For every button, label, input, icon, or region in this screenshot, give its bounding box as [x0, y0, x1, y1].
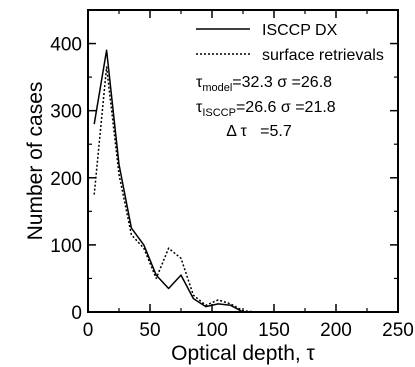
- stat-model: τmodel=32.3 σ =26.8: [196, 74, 332, 94]
- y-tick-label: 100: [50, 236, 82, 257]
- y-tick-label: 200: [50, 169, 82, 190]
- stat-model-values: =32.3 σ =26.8: [232, 74, 332, 91]
- y-tick-label: 0: [71, 303, 82, 324]
- legend: ISCCP DX surface retrievals: [196, 22, 384, 64]
- x-tick-label: 250: [382, 320, 414, 341]
- y-axis-label: Number of cases: [24, 82, 47, 241]
- stat-isccp-symbol: τ: [196, 99, 203, 116]
- x-ticks: 0 50 100 150 200 250: [83, 10, 414, 341]
- stat-delta: Δ τ =5.7: [196, 123, 314, 140]
- stat-isccp-values: =26.6 σ =21.8: [236, 99, 336, 116]
- stat-delta-values: =5.7: [247, 123, 292, 140]
- stat-model-sub: model: [202, 82, 232, 94]
- stats-annotations: τmodel=32.3 σ =26.8 τISCCP=26.6 σ =21.8 …: [196, 74, 336, 140]
- y-tick-label: 400: [50, 35, 82, 56]
- stat-model-symbol: τ: [196, 74, 203, 91]
- series-layer: [93, 49, 268, 313]
- x-tick-label: 100: [196, 320, 228, 341]
- series-line-isccp-dx: [93, 49, 268, 313]
- y-tick-label: 300: [50, 102, 82, 123]
- x-tick-label: 50: [139, 320, 160, 341]
- legend-label-surface-retrievals: surface retrievals: [262, 47, 384, 64]
- legend-label-isccp-dx: ISCCP DX: [262, 22, 338, 39]
- stat-isccp-sub: ISCCP: [202, 107, 236, 119]
- stat-delta-symbol: Δ τ: [226, 123, 247, 140]
- stat-isccp: τISCCP=26.6 σ =21.8: [196, 99, 336, 119]
- x-tick-label: 0: [83, 320, 94, 341]
- y-ticks: 0 100 200 300 400: [50, 35, 398, 324]
- series-line-surface-retrievals: [93, 66, 268, 313]
- x-tick-label: 150: [258, 320, 290, 341]
- x-axis-label: Optical depth, τ: [171, 342, 315, 365]
- x-tick-label: 200: [320, 320, 352, 341]
